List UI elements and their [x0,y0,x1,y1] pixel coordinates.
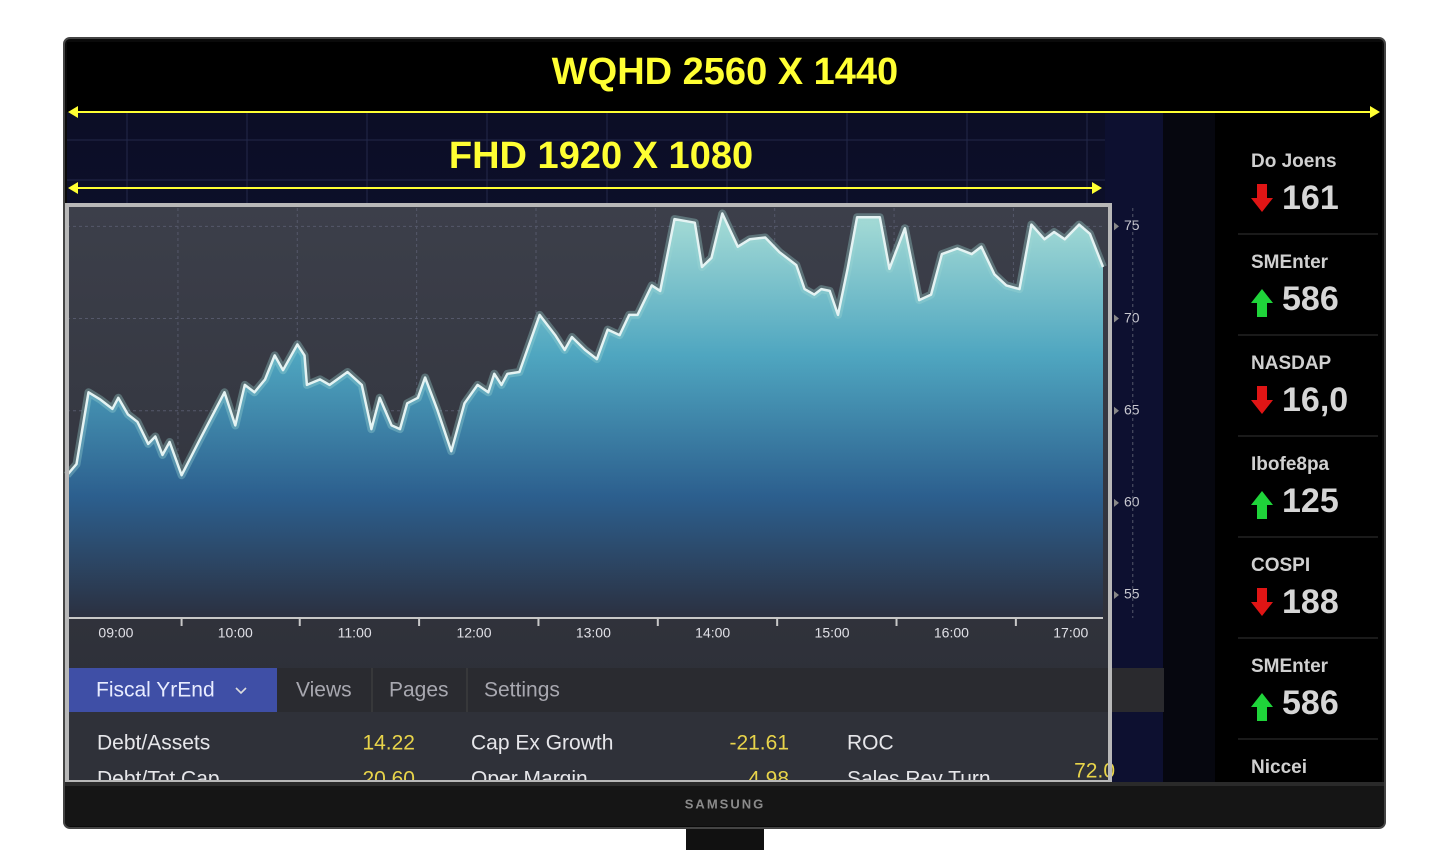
divider-panel [1163,112,1215,782]
ticker-value: 586 [1282,280,1339,318]
ticker-name: COSPI [1251,555,1310,576]
x-tick-label: 15:00 [815,625,850,641]
arrow-up [1251,491,1273,519]
y-tick-label: 60 [1124,494,1140,510]
y-tick-mark [1114,406,1119,415]
resolution-arrows [68,106,1380,194]
y-tick-label: 75 [1124,217,1140,233]
ticker-name: SMEnter [1251,656,1329,677]
x-tick-label: 17:00 [1053,625,1088,641]
ticker-value: 188 [1282,583,1339,621]
bottom-bezel [65,782,1384,826]
metric-label: Cap Ex Growth [471,732,613,755]
x-tick-label: 13:00 [576,625,611,641]
x-tick-label: 11:00 [338,625,372,641]
background-grid [67,112,1105,205]
x-tick-label: 16:00 [934,625,969,641]
tab: Settings [484,679,560,702]
fhd-label: FHD 1920 X 1080 [449,135,753,177]
area-outline [66,212,1105,477]
arrow-up [1251,693,1273,721]
dropdown-caret [235,687,247,695]
x-tick-label: 10:00 [218,625,253,641]
top-band [67,42,1382,112]
active-tab [67,668,277,712]
tab-separators [371,668,468,712]
area [67,213,1103,618]
tab-active: Fiscal YrEnd [96,679,215,702]
x-tick-label: 09:00 [98,625,133,641]
ticker-name: NASDAP [1251,353,1332,374]
y-tick-label: 55 [1124,586,1140,602]
metric-value: 14.22 [362,732,415,755]
tab-bar-extension [1112,668,1164,712]
arrow-down [1251,588,1273,616]
metrics-panel [67,712,1110,782]
ticker-name: Niccei [1251,757,1307,778]
ticker-value: 586 [1282,684,1339,722]
arrow-down [1251,184,1273,212]
y-tick-mark [1114,222,1119,231]
x-tick-label: 14:00 [695,625,730,641]
ticker-name: Do Joens [1251,151,1337,172]
arrow-up [1251,289,1273,317]
metric-value: 72.0 [1074,760,1115,783]
metric-value: -21.61 [729,732,789,755]
metric-label: ROC [847,732,894,755]
ticker-panel [1215,112,1382,782]
tab: Pages [389,679,449,702]
arrow-down [1251,386,1273,414]
ticker-value: 125 [1282,482,1339,520]
y-tick-mark [1114,590,1119,599]
ticker-value: 16,0 [1282,381,1348,419]
wqhd-label: WQHD 2560 X 1440 [552,51,898,93]
ticker-name: Ibofe8pa [1251,454,1330,475]
bezel-edge [65,782,1384,786]
tab: Views [296,679,352,702]
ticker-value: 161 [1282,179,1339,217]
brand-logo: SAMSUNG [685,796,765,811]
x-tick-label: 12:00 [456,625,491,641]
y-tick-label: 65 [1124,401,1140,417]
metric-label: Debt/Assets [97,732,210,755]
ticker-name: SMEnter [1251,252,1329,273]
y-tick-label: 70 [1124,309,1140,325]
y-tick-mark [1114,498,1119,507]
y-tick-mark [1114,314,1119,323]
